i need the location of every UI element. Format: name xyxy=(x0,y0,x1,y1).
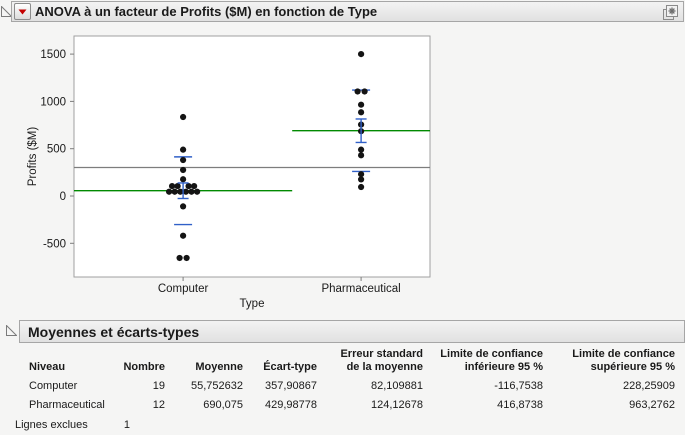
y-axis-tick-label: -500 xyxy=(43,238,66,250)
data-point[interactable] xyxy=(188,188,195,195)
table-row: Pharmaceutical 12 690,075 429,98778 124,1267… xyxy=(15,395,675,414)
table-cell: 12 xyxy=(152,398,165,411)
red-triangle-menu-button[interactable] xyxy=(14,3,31,20)
data-point[interactable] xyxy=(357,171,365,178)
data-point[interactable] xyxy=(357,183,365,191)
y-axis-tick-label: 1000 xyxy=(40,96,66,108)
table-header-row: Niveau Nombre Moyenne Écart-type Erreur stan… xyxy=(15,344,675,376)
data-point[interactable] xyxy=(354,88,361,95)
data-point[interactable] xyxy=(357,152,365,159)
x-axis-category-label: Computer xyxy=(158,283,209,295)
means-section-bar[interactable]: Moyennes et écarts-types xyxy=(19,320,685,343)
data-point[interactable] xyxy=(357,101,365,108)
data-point[interactable] xyxy=(179,166,187,174)
table-cell: 963,2762 xyxy=(629,398,675,411)
report-title: ANOVA à un facteur de Profits ($M) en fo… xyxy=(35,4,378,19)
data-point[interactable] xyxy=(179,156,187,164)
means-table: Niveau Nombre Moyenne Écart-type Erreur stan… xyxy=(15,344,675,414)
oneway-plot: 1500 1000 500 0 -500 Computer Pharmaceutical Ty… xyxy=(0,23,685,319)
plot-frame xyxy=(73,35,431,278)
disclosure-triangle-icon-2[interactable] xyxy=(6,325,17,336)
data-point[interactable] xyxy=(179,113,187,121)
x-axis-category-label: Pharmaceutical xyxy=(321,283,400,295)
excluded-rows-value: 1 xyxy=(123,419,130,431)
data-point[interactable] xyxy=(168,182,176,190)
data-point[interactable] xyxy=(171,188,178,195)
table-cell: Computer xyxy=(29,379,78,392)
data-point[interactable] xyxy=(174,182,181,190)
table-cell: 429,98778 xyxy=(265,398,317,411)
y-axis-title: Profits ($M) xyxy=(27,127,39,187)
scatter-plot-svg[interactable]: 1500 1000 500 0 -500 Computer Pharmaceutical Ty… xyxy=(0,23,685,319)
report-title-bar[interactable]: ANOVA à un facteur de Profits ($M) en fo… xyxy=(11,1,684,22)
col-header-5: Limite de confiance inférieure 95 % xyxy=(440,348,543,373)
col-header-3: Écart-type xyxy=(263,360,317,373)
table-cell: 357,90867 xyxy=(265,379,317,392)
data-point[interactable] xyxy=(179,232,187,239)
table-cell: 690,075 xyxy=(203,398,243,411)
excluded-rows-line: Lignes exclues 1 xyxy=(15,419,685,431)
data-point[interactable] xyxy=(179,176,187,183)
table-row: Computer 19 55,752632 357,90867 82,109881 -11… xyxy=(15,376,675,395)
disclosure-triangle-icon[interactable] xyxy=(1,6,12,17)
table-cell: 228,25909 xyxy=(623,379,675,392)
data-point[interactable] xyxy=(179,203,187,210)
linked-table-star-icon[interactable] xyxy=(660,3,680,21)
data-point[interactable] xyxy=(357,146,365,153)
data-point[interactable] xyxy=(165,188,173,195)
table-cell: 19 xyxy=(152,379,165,392)
y-axis-tick-label: 1500 xyxy=(40,49,66,61)
y-axis-tick-label: 500 xyxy=(47,144,66,156)
table-cell: Pharmaceutical xyxy=(29,398,105,411)
data-point[interactable] xyxy=(190,182,198,190)
data-point[interactable] xyxy=(357,109,365,116)
data-point[interactable] xyxy=(179,146,187,153)
table-cell: -116,7538 xyxy=(494,379,543,392)
x-axis-title: Type xyxy=(240,298,265,310)
col-header-2: Moyenne xyxy=(195,360,243,373)
col-header-1: Nombre xyxy=(123,360,165,373)
data-point[interactable] xyxy=(185,182,192,190)
data-point[interactable] xyxy=(182,188,189,195)
col-header-6: Limite de confiance supérieure 95 % xyxy=(572,348,675,373)
table-cell: 55,752632 xyxy=(191,379,243,392)
col-header-niveau: Niveau xyxy=(29,360,66,373)
data-point[interactable] xyxy=(193,188,201,195)
means-table-area: Niveau Nombre Moyenne Écart-type Erreur stan… xyxy=(0,344,685,431)
means-section-title: Moyennes et écarts-types xyxy=(28,323,200,340)
data-point[interactable] xyxy=(177,188,184,195)
data-point[interactable] xyxy=(357,176,365,183)
table-cell: 416,8738 xyxy=(497,398,543,411)
data-point[interactable] xyxy=(183,254,190,262)
col-header-4: Erreur standard de la moyenne xyxy=(340,348,423,373)
excluded-rows-label: Lignes exclues xyxy=(15,419,88,431)
red-triangle-icon xyxy=(18,9,27,15)
table-cell: 124,12678 xyxy=(371,398,423,411)
table-cell: 82,109881 xyxy=(371,379,423,392)
data-point[interactable] xyxy=(357,51,365,58)
y-axis-tick-label: 0 xyxy=(60,191,66,203)
data-point[interactable] xyxy=(176,254,183,262)
data-point[interactable] xyxy=(361,88,368,95)
